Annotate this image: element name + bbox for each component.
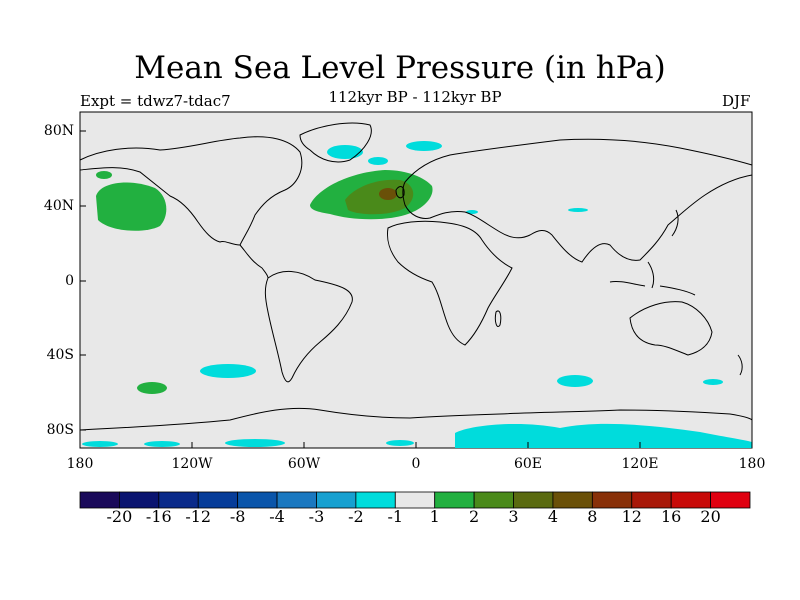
colorbar-swatch xyxy=(710,491,751,509)
anomaly-fields xyxy=(82,141,752,448)
central-america-coast xyxy=(239,244,269,279)
north-america-coast xyxy=(79,136,303,246)
lon-label-0: 0 xyxy=(411,456,421,472)
colorbar-label: 3 xyxy=(508,507,519,526)
colorbar-label: -2 xyxy=(348,507,364,526)
colorbar-label: 8 xyxy=(587,507,598,526)
lon-label-180e: 180 xyxy=(738,456,766,472)
period-subtitle: 112kyr BP - 112kyr BP xyxy=(328,88,502,106)
lat-label-40s: 40S xyxy=(46,347,74,363)
africa-coast xyxy=(387,220,513,346)
lon-label-60w: 60W xyxy=(287,456,321,472)
north-atlantic-core xyxy=(345,179,414,215)
australia-coast xyxy=(629,301,713,356)
axis-ticks xyxy=(79,130,753,448)
colorbar-swatch xyxy=(316,491,357,509)
colorbar-label: 4 xyxy=(547,507,559,526)
colorbar-label: -20 xyxy=(106,507,133,526)
colorbar-label: -3 xyxy=(308,507,325,526)
lon-label-180w: 180 xyxy=(66,456,94,472)
colorbar-swatch xyxy=(670,491,711,509)
colorbar-swatch xyxy=(434,491,475,509)
colorbar-swatch xyxy=(276,491,317,509)
greenland-negative xyxy=(327,145,363,159)
greenland-coast xyxy=(299,122,372,163)
colorbar-swatch xyxy=(591,491,633,509)
colorbar-label: 2 xyxy=(469,507,480,526)
eurasia-coast xyxy=(402,138,753,263)
antarctic-negative-small-3 xyxy=(225,439,285,447)
colorbar-label: 1 xyxy=(429,507,440,526)
colorbar-swatch xyxy=(237,491,278,509)
colorbar-swatch xyxy=(552,491,593,509)
colorbar-label: -8 xyxy=(229,507,246,526)
small-negative-2 xyxy=(466,210,478,214)
colorbar-swatch xyxy=(79,491,120,509)
south-indian-negative-2 xyxy=(703,379,723,385)
antarctic-negative xyxy=(455,423,752,448)
season-label: DJF xyxy=(722,92,751,110)
colorbar-swatch xyxy=(513,491,554,509)
new-zealand-coast xyxy=(737,354,743,376)
colorbar-label: -1 xyxy=(387,507,404,526)
colorbar-swatch xyxy=(631,491,672,509)
antarctic-negative-small-4 xyxy=(386,440,414,446)
antarctic-negative-small-2 xyxy=(144,441,180,447)
lat-label-40n: 40N xyxy=(43,198,74,214)
colorbar-swatch xyxy=(394,491,436,509)
arctic-negative-2 xyxy=(406,141,442,151)
colorbar xyxy=(79,491,751,509)
small-negative-1 xyxy=(568,208,588,212)
lat-label-80s: 80S xyxy=(46,422,74,438)
lon-label-120w: 120W xyxy=(171,456,213,472)
lat-label-80n: 80N xyxy=(43,123,74,139)
uk-coast xyxy=(395,186,405,199)
colorbar-label: 16 xyxy=(660,507,682,526)
colorbar-label: 20 xyxy=(700,507,721,526)
south-pacific-negative xyxy=(200,364,256,378)
lat-label-0: 0 xyxy=(65,273,74,289)
antarctic-negative-small-1 xyxy=(82,441,118,447)
colorbar-label: -16 xyxy=(145,507,172,526)
page-title: Mean Sea Level Pressure (in hPa) xyxy=(134,50,666,86)
pacific-small-positive xyxy=(96,171,112,179)
south-america-coast xyxy=(264,271,353,383)
colorbar-swatch xyxy=(355,491,396,509)
antarctica-coast xyxy=(79,407,753,431)
north-atlantic-max xyxy=(379,188,397,200)
colorbar-label: -12 xyxy=(185,507,212,526)
arctic-negative-1 xyxy=(368,157,388,165)
indonesia-coast xyxy=(609,261,696,296)
experiment-label: Expt = tdwz7-tdac7 xyxy=(80,92,231,110)
madagascar-coast xyxy=(494,310,502,327)
colorbar-swatch xyxy=(197,491,239,509)
colorbar-label: -4 xyxy=(269,507,285,526)
colorbar-swatch xyxy=(119,491,160,509)
south-indian-negative-1 xyxy=(557,375,593,387)
colorbar-swatch xyxy=(473,491,514,509)
coastlines xyxy=(79,122,753,431)
colorbar-label: 12 xyxy=(621,507,642,526)
south-pacific-positive xyxy=(137,382,167,394)
lon-label-120e: 120E xyxy=(621,456,659,472)
north-pacific-positive xyxy=(96,182,167,231)
colorbar-swatch xyxy=(158,491,199,509)
map-background xyxy=(79,111,753,449)
japan-coast xyxy=(671,209,679,237)
lon-label-60e: 60E xyxy=(513,456,543,472)
